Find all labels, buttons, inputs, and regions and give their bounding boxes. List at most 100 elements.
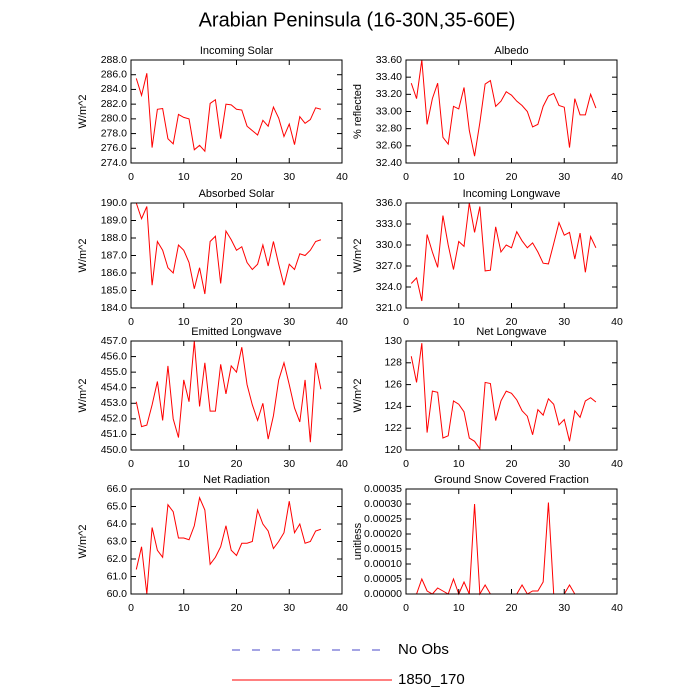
x-tick-label: 20 xyxy=(506,602,518,614)
data-line xyxy=(135,496,322,595)
y-tick-label: 190.0 xyxy=(101,197,127,209)
x-tick-label: 20 xyxy=(231,171,243,183)
x-tick-label: 40 xyxy=(336,171,348,183)
x-tick-label: 40 xyxy=(611,171,623,183)
panel-title: Emitted Longwave xyxy=(191,326,282,338)
y-tick-label: 278.0 xyxy=(101,127,127,139)
x-tick-label: 10 xyxy=(178,458,190,470)
plot-frame xyxy=(405,59,618,164)
x-tick-label: 10 xyxy=(178,171,190,183)
panel-title: Ground Snow Covered Fraction xyxy=(434,474,589,486)
x-tick-label: 30 xyxy=(283,602,295,614)
panel-title: Albedo xyxy=(494,45,528,57)
x-tick-label: 10 xyxy=(453,171,465,183)
y-axis-label: unitless xyxy=(352,522,364,560)
y-tick-label: 0.00020 xyxy=(364,528,402,540)
y-tick-label: 284.0 xyxy=(101,83,127,95)
x-tick-label: 0 xyxy=(128,171,134,183)
legend-label: No Obs xyxy=(398,641,449,658)
x-tick-label: 30 xyxy=(558,602,570,614)
y-tick-label: 62.0 xyxy=(107,553,128,565)
y-axis-label: W/m^2 xyxy=(352,239,364,273)
y-tick-label: 0.00000 xyxy=(364,588,402,600)
y-tick-label: 188.0 xyxy=(101,232,127,244)
y-axis-label: W/m^2 xyxy=(77,525,89,559)
x-tick-label: 20 xyxy=(506,316,518,328)
data-line xyxy=(410,202,597,302)
y-tick-label: 33.00 xyxy=(376,105,402,117)
x-tick-label: 30 xyxy=(283,316,295,328)
panel-title: Net Longwave xyxy=(476,326,546,338)
y-tick-label: 187.0 xyxy=(101,249,127,261)
x-tick-label: 40 xyxy=(611,602,623,614)
x-tick-label: 30 xyxy=(558,458,570,470)
plot-frame xyxy=(405,202,618,309)
y-tick-label: 333.0 xyxy=(376,218,402,230)
x-tick-label: 30 xyxy=(558,171,570,183)
x-tick-label: 0 xyxy=(403,602,409,614)
x-tick-label: 20 xyxy=(231,316,243,328)
y-tick-label: 0.00010 xyxy=(364,558,402,570)
plot-frame xyxy=(405,488,618,595)
y-tick-label: 126 xyxy=(384,378,402,390)
x-tick-label: 10 xyxy=(178,316,190,328)
y-tick-label: 336.0 xyxy=(376,197,402,209)
y-tick-label: 321.0 xyxy=(376,302,402,314)
y-tick-label: 32.80 xyxy=(376,122,402,134)
y-axis-label: W/m^2 xyxy=(77,379,89,413)
y-axis-label: % reflected xyxy=(352,84,364,139)
y-tick-label: 0.00035 xyxy=(364,483,402,495)
x-tick-label: 10 xyxy=(453,316,465,328)
panel-title: Incoming Longwave xyxy=(463,188,561,200)
data-line xyxy=(135,340,322,443)
y-tick-label: 280.0 xyxy=(101,113,127,125)
y-tick-label: 60.0 xyxy=(107,588,128,600)
y-axis-label: W/m^2 xyxy=(77,95,89,129)
x-tick-label: 0 xyxy=(403,171,409,183)
y-tick-label: 130 xyxy=(384,335,402,347)
y-tick-label: 65.0 xyxy=(107,500,128,512)
y-tick-label: 32.40 xyxy=(376,157,402,169)
x-tick-label: 30 xyxy=(283,171,295,183)
y-tick-label: 288.0 xyxy=(101,54,127,66)
y-tick-label: 32.60 xyxy=(376,140,402,152)
chart-title: Arabian Peninsula (16-30N,35-60E) xyxy=(199,9,516,31)
x-tick-label: 0 xyxy=(128,458,134,470)
y-tick-label: 33.60 xyxy=(376,54,402,66)
plot-frame xyxy=(130,202,343,309)
x-tick-label: 0 xyxy=(128,602,134,614)
x-tick-label: 10 xyxy=(178,602,190,614)
y-tick-label: 0.00030 xyxy=(364,498,402,510)
y-tick-label: 124 xyxy=(384,400,402,412)
y-tick-label: 274.0 xyxy=(101,157,127,169)
panel-title: Net Radiation xyxy=(203,474,270,486)
y-tick-label: 185.0 xyxy=(101,284,127,296)
plot-frame xyxy=(130,59,343,164)
x-tick-label: 40 xyxy=(611,458,623,470)
x-tick-label: 40 xyxy=(336,458,348,470)
y-tick-label: 453.0 xyxy=(101,397,127,409)
y-tick-label: 282.0 xyxy=(101,98,127,110)
y-tick-label: 330.0 xyxy=(376,239,402,251)
x-tick-label: 10 xyxy=(453,602,465,614)
y-tick-label: 33.40 xyxy=(376,71,402,83)
y-tick-label: 454.0 xyxy=(101,381,127,393)
x-tick-label: 40 xyxy=(611,316,623,328)
y-tick-label: 0.00025 xyxy=(364,513,402,525)
x-tick-label: 30 xyxy=(558,316,570,328)
data-line xyxy=(135,202,322,295)
y-tick-label: 286.0 xyxy=(101,68,127,80)
x-tick-label: 20 xyxy=(231,458,243,470)
y-tick-label: 128 xyxy=(384,357,402,369)
y-tick-label: 324.0 xyxy=(376,281,402,293)
x-tick-label: 40 xyxy=(336,316,348,328)
data-line xyxy=(411,502,581,596)
panel-title: Incoming Solar xyxy=(200,45,274,57)
y-tick-label: 64.0 xyxy=(107,518,128,530)
y-tick-label: 66.0 xyxy=(107,483,128,495)
x-tick-label: 10 xyxy=(453,458,465,470)
data-line xyxy=(410,343,597,451)
y-axis-label: W/m^2 xyxy=(352,379,364,413)
